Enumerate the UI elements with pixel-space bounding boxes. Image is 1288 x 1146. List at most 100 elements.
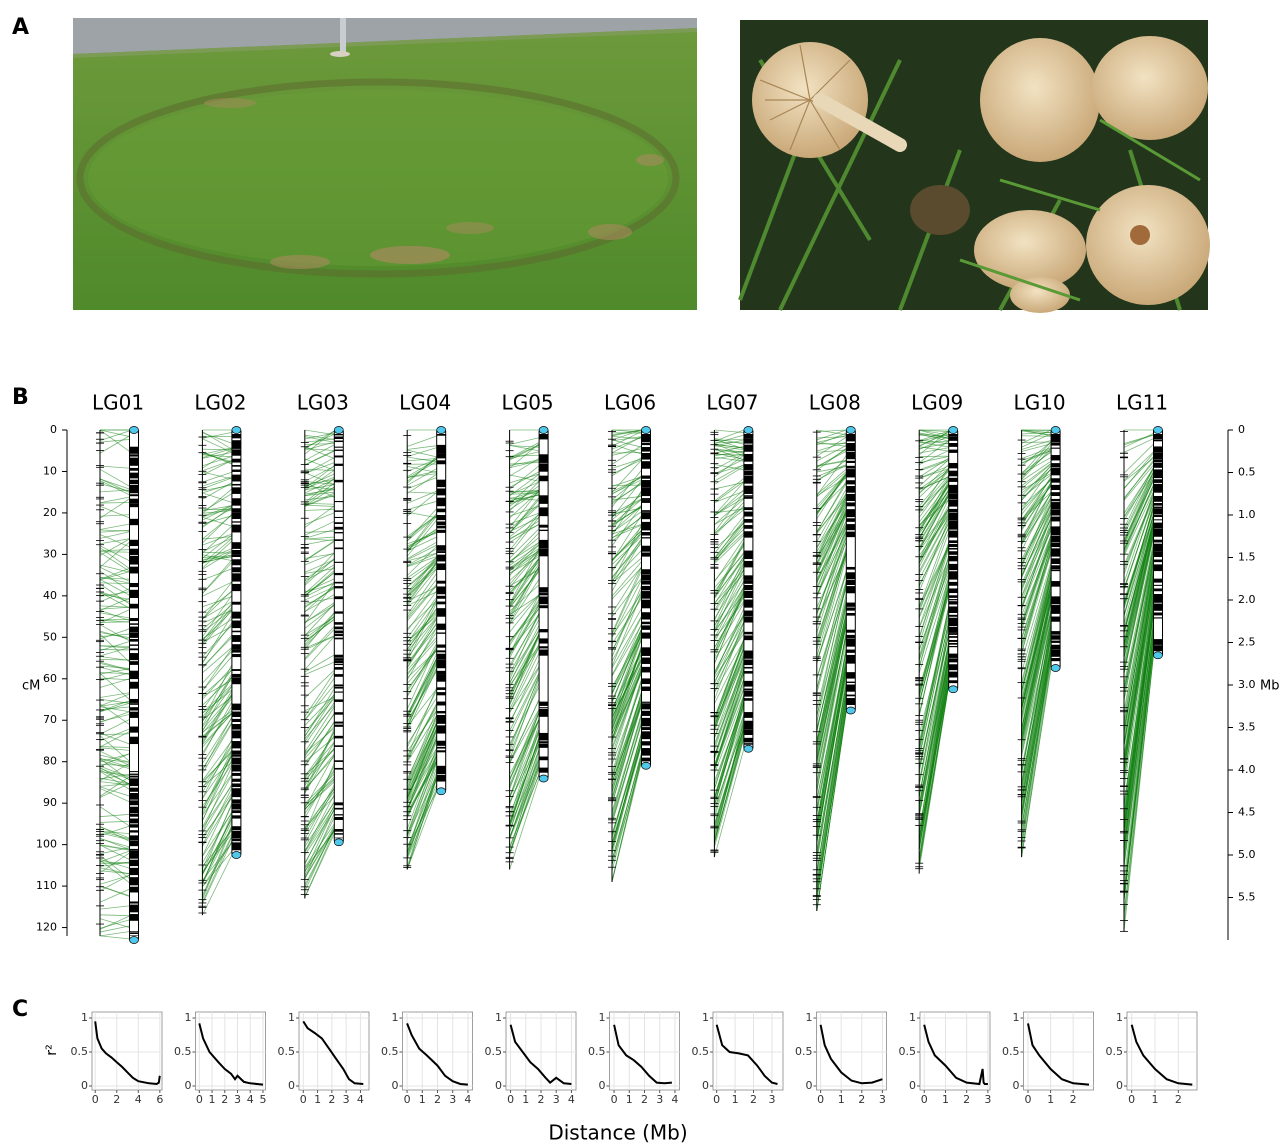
telomere (437, 788, 446, 795)
chromosome-band (232, 826, 241, 830)
x-tick-label: 2 (538, 1093, 545, 1106)
x-tick-label: 5 (259, 1093, 266, 1106)
chromosome-band (232, 719, 241, 722)
chromosome-band (949, 513, 958, 521)
chromosome-band (539, 709, 548, 717)
chromosome-band (1154, 540, 1163, 543)
chromosome-band (437, 434, 446, 436)
chromosome-band (437, 480, 446, 487)
mb-tick-label: 2.5 (1238, 636, 1256, 649)
chromosome-band (437, 711, 446, 713)
chromosome-band (1154, 617, 1163, 618)
chromosome-band (744, 475, 753, 483)
chromosome-band (130, 868, 139, 875)
chromosome-band (744, 497, 753, 499)
chromosome-band (642, 703, 651, 709)
marker-link (407, 492, 437, 516)
marker-links (510, 430, 539, 870)
marker-link (202, 433, 232, 444)
chromosome-band (130, 519, 139, 525)
marker-link (100, 784, 130, 787)
chromosome-band (539, 733, 548, 741)
panel-label: A (12, 15, 29, 40)
y-tick-label: 0.5 (485, 1045, 503, 1058)
cm-tick-label: 80 (43, 755, 57, 768)
telomere (846, 427, 855, 434)
chromosome-band (642, 575, 651, 580)
plot-frame (1024, 1012, 1094, 1090)
chromosome-band (130, 824, 139, 827)
chromosome-band (846, 580, 855, 585)
marker-link (305, 458, 335, 474)
marker-link (100, 524, 130, 529)
chromosome-band (334, 722, 343, 724)
y-tick-label: 0.5 (1106, 1045, 1124, 1058)
marker-links (407, 430, 437, 870)
chromosome-band (437, 596, 446, 599)
chromosome-band (642, 678, 651, 684)
chromosome-band (949, 471, 958, 477)
x-tick-label: 2 (963, 1093, 970, 1106)
chromosome-band (539, 649, 548, 655)
telomere (232, 852, 241, 859)
chromosome-band (539, 495, 548, 504)
chromosome-band (949, 618, 958, 627)
chromosome-band (1154, 440, 1163, 442)
chromosome-band (232, 730, 241, 738)
chromosome-band (1051, 605, 1060, 606)
mb-tick-label: 4.0 (1238, 763, 1256, 776)
chromosome-band (642, 498, 651, 500)
chromosome-band (437, 775, 446, 782)
telomere (437, 427, 446, 434)
chromosome-band (130, 549, 139, 555)
chromosome-band (539, 744, 548, 748)
chromosome-band (334, 838, 343, 839)
chromosome-band (437, 555, 446, 562)
chromosome-band (642, 702, 651, 703)
telomere (1051, 665, 1060, 672)
chromosome-band (334, 522, 343, 524)
marker-link (100, 629, 130, 639)
marker-link (202, 472, 232, 482)
marker-link (305, 513, 335, 525)
chromosome-band (130, 682, 139, 689)
chromosome-band (334, 817, 343, 820)
cm-tick-label: 120 (36, 921, 57, 934)
mb-tick-label: 3.5 (1238, 721, 1256, 734)
chromosome-band (949, 556, 958, 561)
chromosome-band (1154, 604, 1163, 611)
x-tick-label: 1 (626, 1093, 633, 1106)
chromosome-band (1051, 548, 1060, 556)
chromosome-band (846, 572, 855, 579)
marker-link (100, 747, 130, 748)
marker-link (407, 509, 437, 541)
chromosome-band (949, 615, 958, 617)
chromosome-band (949, 434, 958, 436)
chromosome-band (334, 699, 343, 702)
chromosome-band (744, 454, 753, 462)
chromosome-band (334, 596, 343, 599)
chromosome-band (539, 629, 548, 632)
photo-mushrooms (740, 20, 1210, 313)
panel-label: C (12, 997, 28, 1022)
figure: A B C 0102030405060708090100110120cM00.5… (0, 0, 1288, 1146)
chromosome-band (334, 833, 343, 834)
chromosome-band (744, 659, 753, 665)
chromosome-band (232, 649, 241, 653)
chromosome-band (1154, 496, 1163, 502)
chromosome-band (949, 606, 958, 613)
chromosome-band (1051, 649, 1060, 657)
chromosome-band (334, 674, 343, 677)
chromosome-band (744, 470, 753, 475)
chromosome-band (744, 585, 753, 590)
chromosome-band (744, 495, 753, 496)
chromosome-band (232, 635, 241, 642)
chromosome-band (1051, 499, 1060, 501)
telomere (846, 707, 855, 714)
chromosome-band (437, 563, 446, 570)
chromosome-band (846, 682, 855, 683)
x-tick-label: 0 (196, 1093, 203, 1106)
chromosome-band (130, 887, 139, 893)
chromosome-band (1051, 596, 1060, 604)
cm-tick-label: 20 (43, 506, 57, 519)
